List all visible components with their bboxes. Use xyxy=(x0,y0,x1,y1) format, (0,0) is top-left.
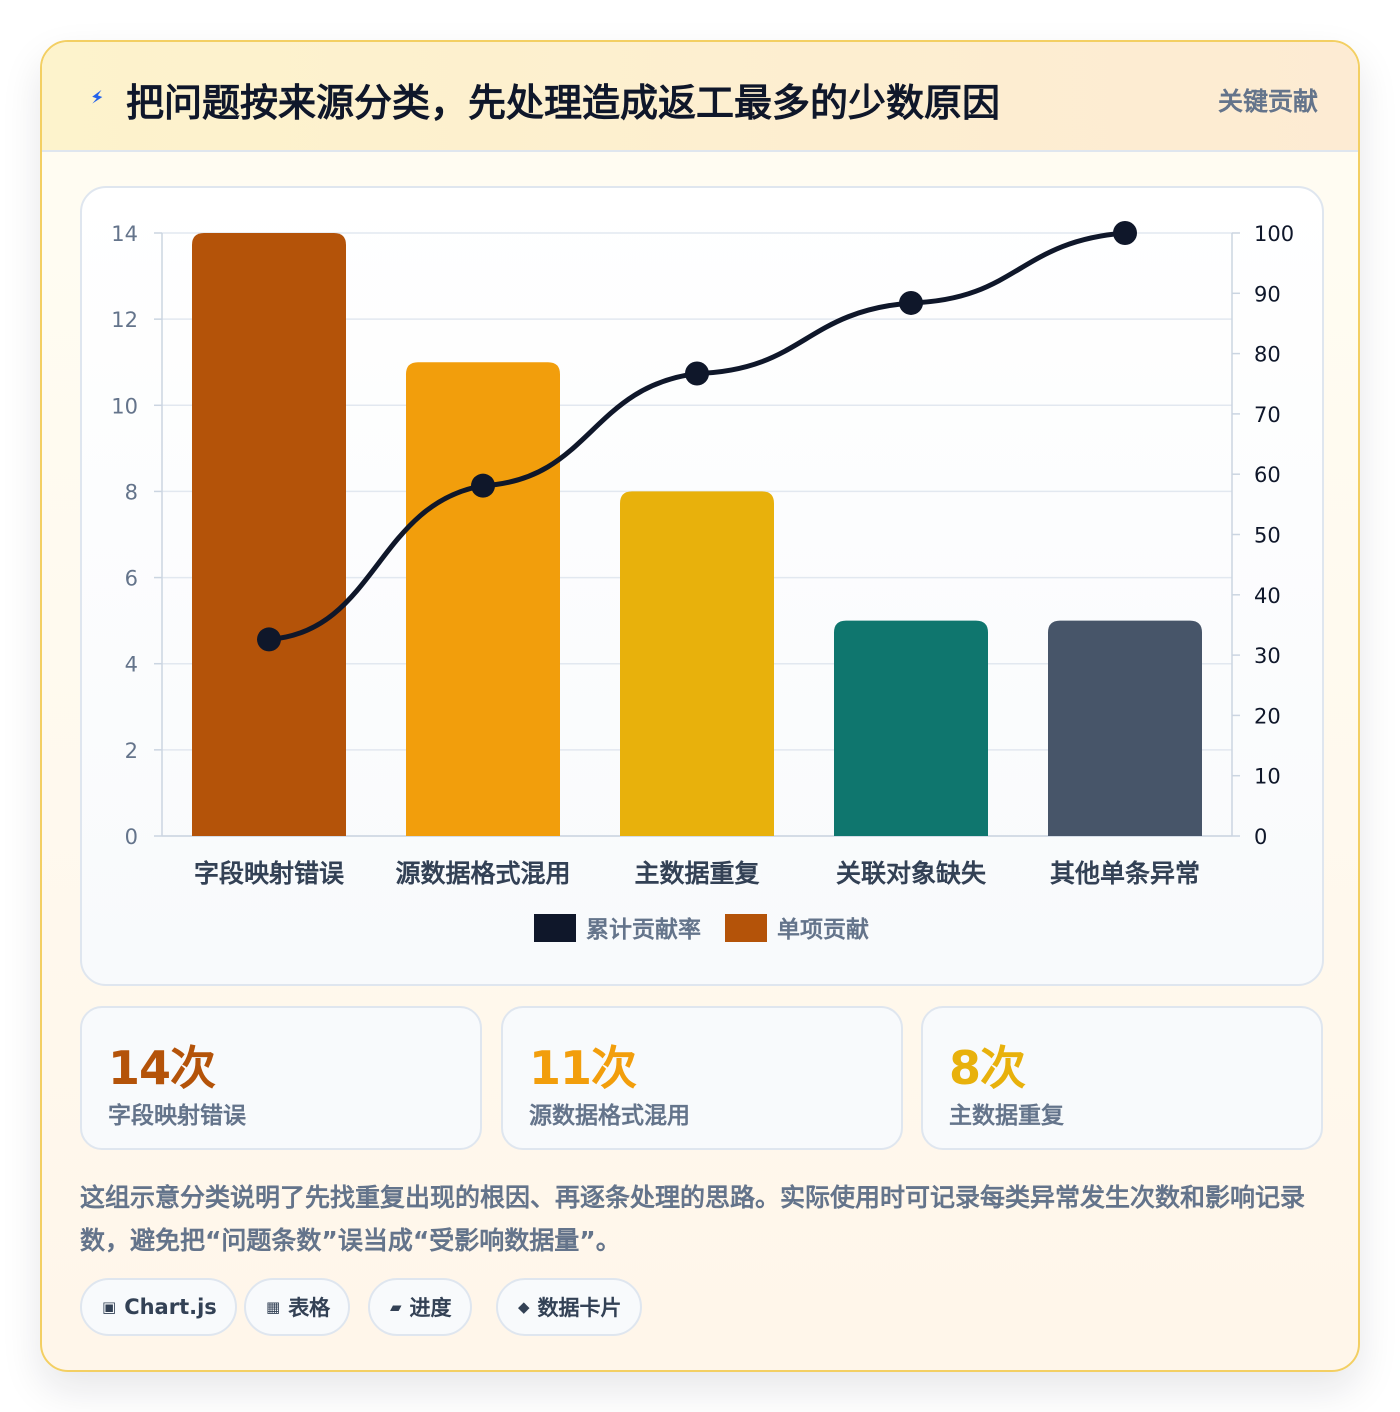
tag-table[interactable]: ▦ 表格 xyxy=(244,1278,351,1336)
tag-label: 进度 xyxy=(409,1296,452,1320)
x-tick-label: 字段映射错误 xyxy=(194,859,345,888)
x-tick-label: 源数据格式混用 xyxy=(395,859,570,888)
bar xyxy=(406,362,560,836)
y-left-tick-label: 14 xyxy=(111,222,138,246)
stat-value: 11次 xyxy=(529,1041,637,1095)
lightning-icon xyxy=(92,89,103,104)
y-left-tick-label: 0 xyxy=(125,825,138,849)
chart-icon: ▣ xyxy=(102,1298,117,1316)
tag-chartjs[interactable]: ▣ Chart.js xyxy=(80,1278,237,1336)
stat-label: 字段映射错误 xyxy=(108,1103,246,1129)
progress-icon: ▰ xyxy=(390,1298,402,1316)
stat-value: 14次 xyxy=(108,1041,216,1095)
bar xyxy=(834,620,988,836)
pareto-chart: 0 2 4 6 8 10 12 14 0 10 20 30 40 50 60 70 80 90 100 字段映射错误 源… xyxy=(111,221,1294,943)
bar xyxy=(192,233,346,836)
y-right-tick-label: 50 xyxy=(1254,524,1281,548)
x-tick-label: 主数据重复 xyxy=(634,859,760,888)
y-right-tick-label: 20 xyxy=(1254,704,1281,728)
data-card-icon: ◆ xyxy=(518,1298,530,1316)
cumulative-point xyxy=(1113,221,1137,245)
stat-label: 源数据格式混用 xyxy=(529,1103,690,1129)
bar xyxy=(1048,620,1202,836)
stat-card-field-mapping: 14次 字段映射错误 xyxy=(80,1006,482,1150)
stat-card-format-mix: 11次 源数据格式混用 xyxy=(501,1006,903,1150)
table-icon: ▦ xyxy=(266,1298,281,1316)
tag-label: 表格 xyxy=(288,1296,331,1320)
card-header: 把问题按来源分类，先处理造成返工最多的少数原因 关键贡献 xyxy=(42,42,1358,152)
stat-value: 8次 xyxy=(949,1041,1026,1095)
y-left-tick-label: 12 xyxy=(111,308,138,332)
stat-label: 主数据重复 xyxy=(949,1103,1064,1129)
legend-label: 累计贡献率 xyxy=(586,916,701,943)
x-tick-label: 关联对象缺失 xyxy=(836,859,987,888)
y-right-tick-label: 80 xyxy=(1254,343,1281,367)
legend-swatch xyxy=(534,914,576,942)
y-right-tick-label: 100 xyxy=(1254,222,1294,246)
page-title: 把问题按来源分类，先处理造成返工最多的少数原因 xyxy=(126,81,1001,125)
cumulative-point xyxy=(471,473,495,498)
tag-label: 数据卡片 xyxy=(537,1296,622,1320)
y-left-tick-label: 10 xyxy=(111,394,138,418)
description: 这组示意分类说明了先找重复出现的根因、再逐条处理的思路。实际使用时可记录每类异常… xyxy=(80,1183,1306,1255)
y-right-tick-label: 30 xyxy=(1254,644,1281,668)
x-tick-label: 其他单条异常 xyxy=(1050,859,1200,888)
y-left-tick-label: 4 xyxy=(125,653,138,677)
y-left-tick-label: 6 xyxy=(125,567,138,591)
cumulative-point xyxy=(899,290,923,315)
card: 把问题按来源分类，先处理造成返工最多的少数原因 关键贡献 0 2 4 6 8 10 12 14… xyxy=(40,40,1360,1372)
y-left-tick-label: 8 xyxy=(125,480,138,504)
legend-label: 单项贡献 xyxy=(777,917,869,943)
tag-progress[interactable]: ▰ 进度 xyxy=(368,1278,472,1336)
cumulative-point xyxy=(257,627,281,652)
y-right-tick-label: 60 xyxy=(1254,463,1281,487)
y-right-tick-label: 70 xyxy=(1254,403,1281,427)
bar xyxy=(620,491,774,836)
y-left-tick-label: 2 xyxy=(125,739,138,763)
cumulative-point xyxy=(685,361,709,386)
tag-label: Chart.js xyxy=(124,1295,217,1319)
y-right-tick-label: 90 xyxy=(1254,282,1281,306)
stat-card-master-dup: 8次 主数据重复 xyxy=(921,1006,1323,1150)
chart-panel: 0 2 4 6 8 10 12 14 0 10 20 30 40 50 60 70 80 90 100 字段映射错误 源… xyxy=(80,186,1324,986)
y-right-tick-label: 0 xyxy=(1254,825,1267,849)
tag-data-card[interactable]: ◆ 数据卡片 xyxy=(496,1278,642,1336)
key-contribution-label: 关键贡献 xyxy=(1217,87,1318,116)
y-right-tick-label: 40 xyxy=(1254,584,1281,608)
legend-swatch xyxy=(725,914,767,942)
y-right-tick-label: 10 xyxy=(1254,765,1281,789)
